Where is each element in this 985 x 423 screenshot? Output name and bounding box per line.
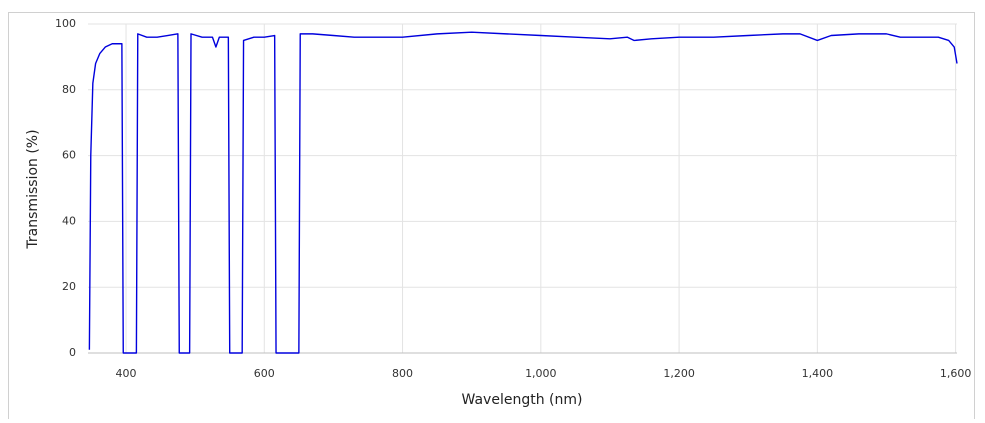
x-tick-label: 800 xyxy=(392,367,413,380)
data-line xyxy=(88,31,958,354)
x-tick-label: 1,400 xyxy=(802,367,834,380)
y-tick-label: 20 xyxy=(62,280,76,293)
y-tick-label: 80 xyxy=(62,83,76,96)
x-axis-title: Wavelength (nm) xyxy=(462,392,583,408)
x-tick-label: 600 xyxy=(254,367,275,380)
x-tick-label: 1,600 xyxy=(940,367,972,380)
x-tick-label: 1,000 xyxy=(525,367,557,380)
y-tick-label: 40 xyxy=(62,214,76,227)
chart-frame xyxy=(8,12,975,423)
y-tick-label: 60 xyxy=(62,149,76,162)
y-axis-title: Transmission (%) xyxy=(25,129,41,249)
y-tick-label: 0 xyxy=(69,346,76,359)
y-tick-label: 100 xyxy=(55,17,76,30)
x-tick-label: 400 xyxy=(116,367,137,380)
x-tick-label: 1,200 xyxy=(663,367,695,380)
